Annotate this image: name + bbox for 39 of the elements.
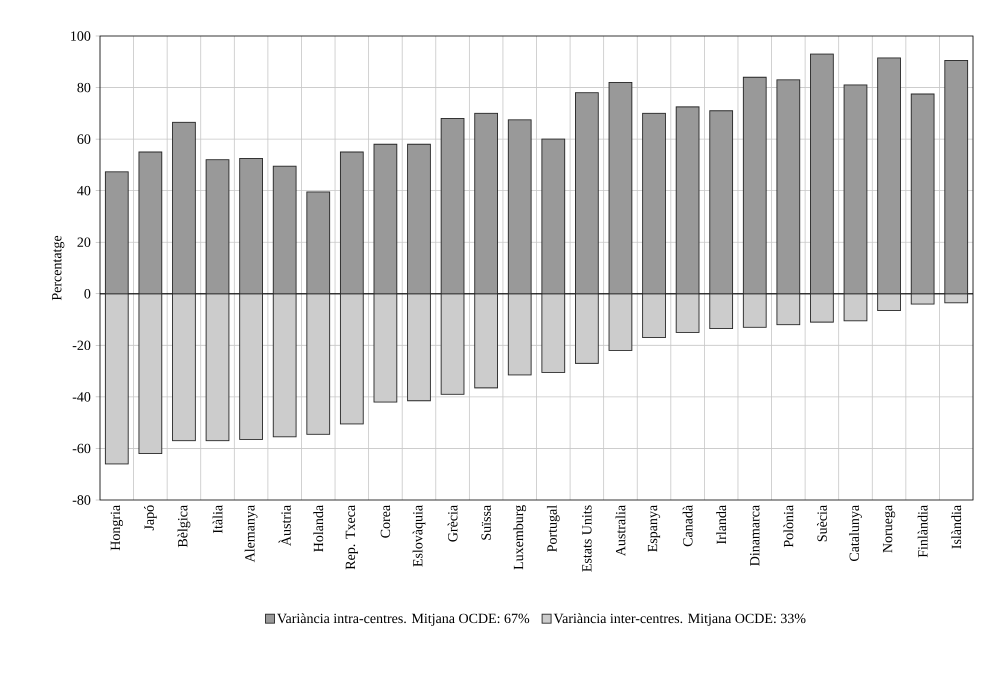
legend-label: Variància inter-centres. Mitjana OCDE: 33% [554, 613, 806, 626]
x-tick-label: Bèlgica [178, 505, 190, 548]
x-tick-label: Corea [380, 505, 390, 538]
y-tick-label: 80 [77, 82, 90, 92]
x-tick-label: Japó [144, 505, 157, 530]
x-tick-label: Àustria [278, 505, 291, 546]
x-tick-label: Holanda [313, 505, 324, 552]
x-tick-label: Finlàndia [918, 505, 928, 558]
y-tick-label: -60 [72, 444, 90, 454]
x-tick-label: Hongria [110, 505, 123, 550]
y-tick-label: 20 [77, 237, 90, 247]
legend-label: Variància intra-centres. Mitjana OCDE: 67% [277, 613, 530, 626]
y-tick-label: -40 [72, 392, 90, 402]
y-tick-label: 0 [84, 289, 90, 299]
y-tick-label: 100 [71, 31, 90, 41]
x-tick-label: Suècia [816, 505, 827, 542]
y-tick-label: 40 [77, 186, 90, 196]
x-tick-label: Dinamarca [750, 505, 760, 566]
x-tick-label: Portugal [546, 505, 560, 552]
y-tick-label: -80 [72, 495, 90, 505]
x-tick-label: Australia [616, 505, 626, 556]
x-tick-label: Eslovàquia [412, 505, 426, 567]
x-tick-label: Canadà [682, 505, 693, 546]
x-tick-label: Estats Units [582, 505, 592, 572]
y-tick-label: -20 [72, 340, 90, 350]
x-tick-label: Irlanda [716, 505, 726, 544]
x-tick-label: Alemanya [244, 505, 258, 562]
x-tick-label: Grècia [448, 505, 458, 542]
y-tick-label: 60 [77, 134, 90, 144]
x-tick-label: Noruega [882, 505, 896, 553]
x-tick-label: Catalunya [849, 505, 862, 562]
y-axis-title: Percentatge [52, 236, 64, 300]
x-tick-label: Luxemburg [513, 505, 526, 570]
x-tick-label: Islàndia [951, 505, 962, 549]
x-tick-label: Polònia [783, 505, 794, 548]
x-tick-label: Espanya [648, 505, 660, 552]
x-tick-label: Itàlia [212, 505, 222, 534]
x-tick-label: Rep. Txeca [346, 505, 358, 570]
x-tick-label: Suïssa [481, 505, 491, 540]
